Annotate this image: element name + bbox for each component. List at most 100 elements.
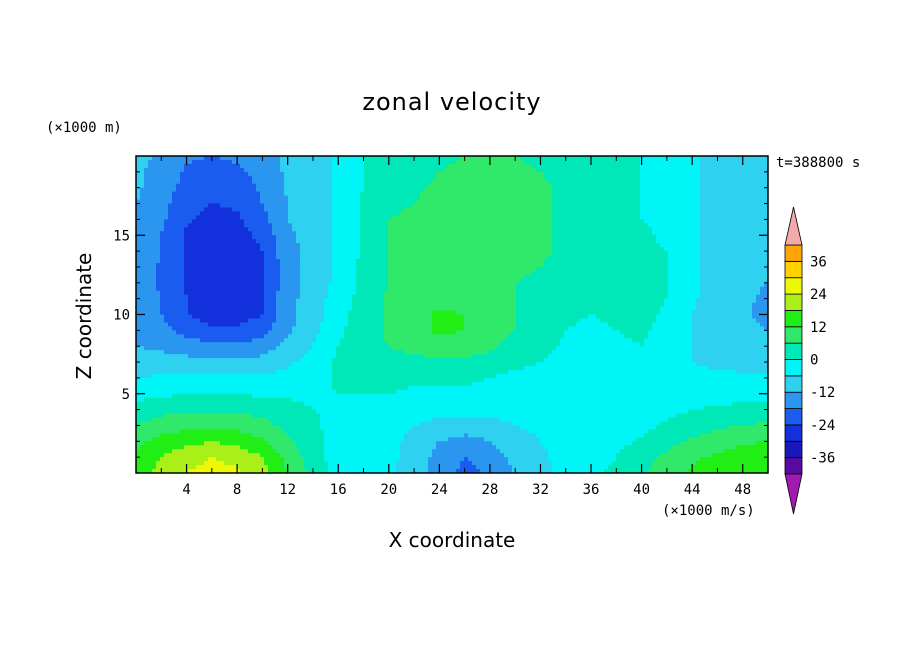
field-cell bbox=[332, 175, 365, 181]
field-cell bbox=[324, 298, 353, 304]
field-cell bbox=[472, 354, 549, 359]
field-cell bbox=[268, 417, 321, 423]
field-cell bbox=[728, 425, 768, 431]
field-cell bbox=[156, 282, 185, 288]
field-cell bbox=[136, 195, 141, 201]
field-cell bbox=[544, 171, 641, 177]
velocity-field bbox=[136, 156, 768, 473]
field-cell bbox=[668, 417, 768, 423]
field-cell bbox=[148, 163, 185, 169]
field-cell bbox=[248, 171, 285, 177]
field-cell bbox=[188, 310, 265, 316]
field-cell bbox=[240, 429, 285, 434]
field-cell bbox=[144, 397, 293, 403]
field-cell bbox=[396, 389, 768, 395]
field-cell bbox=[464, 314, 517, 320]
colorbar-block bbox=[784, 293, 803, 311]
field-cell bbox=[324, 306, 353, 312]
field-cell bbox=[460, 465, 477, 470]
field-cell bbox=[624, 445, 673, 450]
field-cell bbox=[260, 243, 277, 248]
field-cell bbox=[196, 465, 237, 470]
field-cell bbox=[264, 278, 281, 284]
field-cell bbox=[276, 294, 301, 300]
field-cell bbox=[136, 199, 173, 205]
field-cell bbox=[136, 445, 141, 450]
field-cell bbox=[268, 215, 289, 220]
field-cell bbox=[240, 469, 269, 473]
field-cell bbox=[248, 318, 277, 324]
field-cell bbox=[136, 175, 145, 181]
field-cell bbox=[296, 235, 333, 240]
field-cell bbox=[160, 433, 253, 438]
field-cell bbox=[388, 219, 553, 224]
field-cell bbox=[700, 457, 768, 462]
field-cell bbox=[184, 235, 253, 240]
field-cell bbox=[556, 346, 693, 351]
field-cell bbox=[640, 156, 701, 161]
field-cell bbox=[664, 298, 697, 304]
field-cell bbox=[288, 203, 333, 209]
field-cell bbox=[596, 314, 657, 320]
field-cell bbox=[296, 322, 321, 327]
colorbar-block bbox=[784, 375, 803, 393]
field-cell bbox=[348, 314, 385, 320]
field-cell bbox=[396, 469, 429, 473]
field-cell bbox=[292, 223, 333, 228]
field-cell bbox=[328, 469, 397, 473]
field-cell bbox=[288, 219, 333, 224]
field-cell bbox=[400, 457, 429, 462]
field-cell bbox=[700, 227, 768, 232]
field-cell bbox=[692, 338, 768, 343]
field-cell bbox=[288, 366, 333, 371]
field-cell bbox=[276, 235, 297, 240]
field-cell bbox=[552, 219, 645, 224]
field-cell bbox=[600, 318, 657, 324]
field-cell bbox=[332, 243, 361, 248]
field-cell bbox=[360, 247, 389, 252]
field-cell bbox=[552, 191, 641, 197]
field-cell bbox=[648, 429, 713, 434]
field-cell bbox=[328, 465, 397, 470]
field-cell bbox=[136, 266, 157, 272]
field-cell bbox=[552, 203, 641, 209]
field-cell bbox=[428, 465, 461, 470]
field-cell bbox=[184, 251, 265, 256]
field-cell bbox=[332, 187, 365, 193]
field-cell bbox=[668, 251, 701, 256]
field-cell bbox=[544, 175, 641, 181]
field-cell bbox=[348, 318, 385, 324]
field-cell bbox=[552, 223, 649, 228]
field-cell bbox=[280, 453, 301, 458]
field-cell bbox=[276, 449, 301, 454]
field-cell bbox=[492, 441, 541, 446]
field-cell bbox=[332, 215, 361, 220]
field-cell bbox=[700, 223, 768, 228]
field-cell bbox=[632, 338, 645, 343]
colorbar: 36 24 12 0 -12 -24 -36 bbox=[784, 206, 835, 515]
field-cell bbox=[180, 179, 253, 185]
field-cell bbox=[544, 445, 625, 450]
field-cell bbox=[332, 191, 361, 197]
field-cell bbox=[472, 461, 509, 466]
field-cell bbox=[700, 286, 761, 292]
field-cell bbox=[700, 270, 768, 276]
field-cell bbox=[432, 330, 457, 335]
field-cell bbox=[616, 453, 661, 458]
x-tick-label: 28 bbox=[481, 482, 498, 498]
x-tick-label: 48 bbox=[734, 482, 751, 498]
field-cell bbox=[552, 215, 641, 220]
field-cell bbox=[420, 195, 553, 201]
field-cell bbox=[312, 346, 337, 351]
field-cell bbox=[316, 334, 345, 339]
field-cell bbox=[156, 262, 185, 268]
field-cell bbox=[136, 255, 161, 260]
field-cell bbox=[508, 457, 549, 462]
field-cell bbox=[700, 239, 768, 244]
field-cell bbox=[700, 211, 768, 217]
field-cell bbox=[264, 207, 289, 213]
field-cell bbox=[172, 199, 261, 205]
field-cell bbox=[540, 441, 633, 446]
field-cell bbox=[700, 278, 768, 284]
field-cell bbox=[300, 243, 333, 248]
